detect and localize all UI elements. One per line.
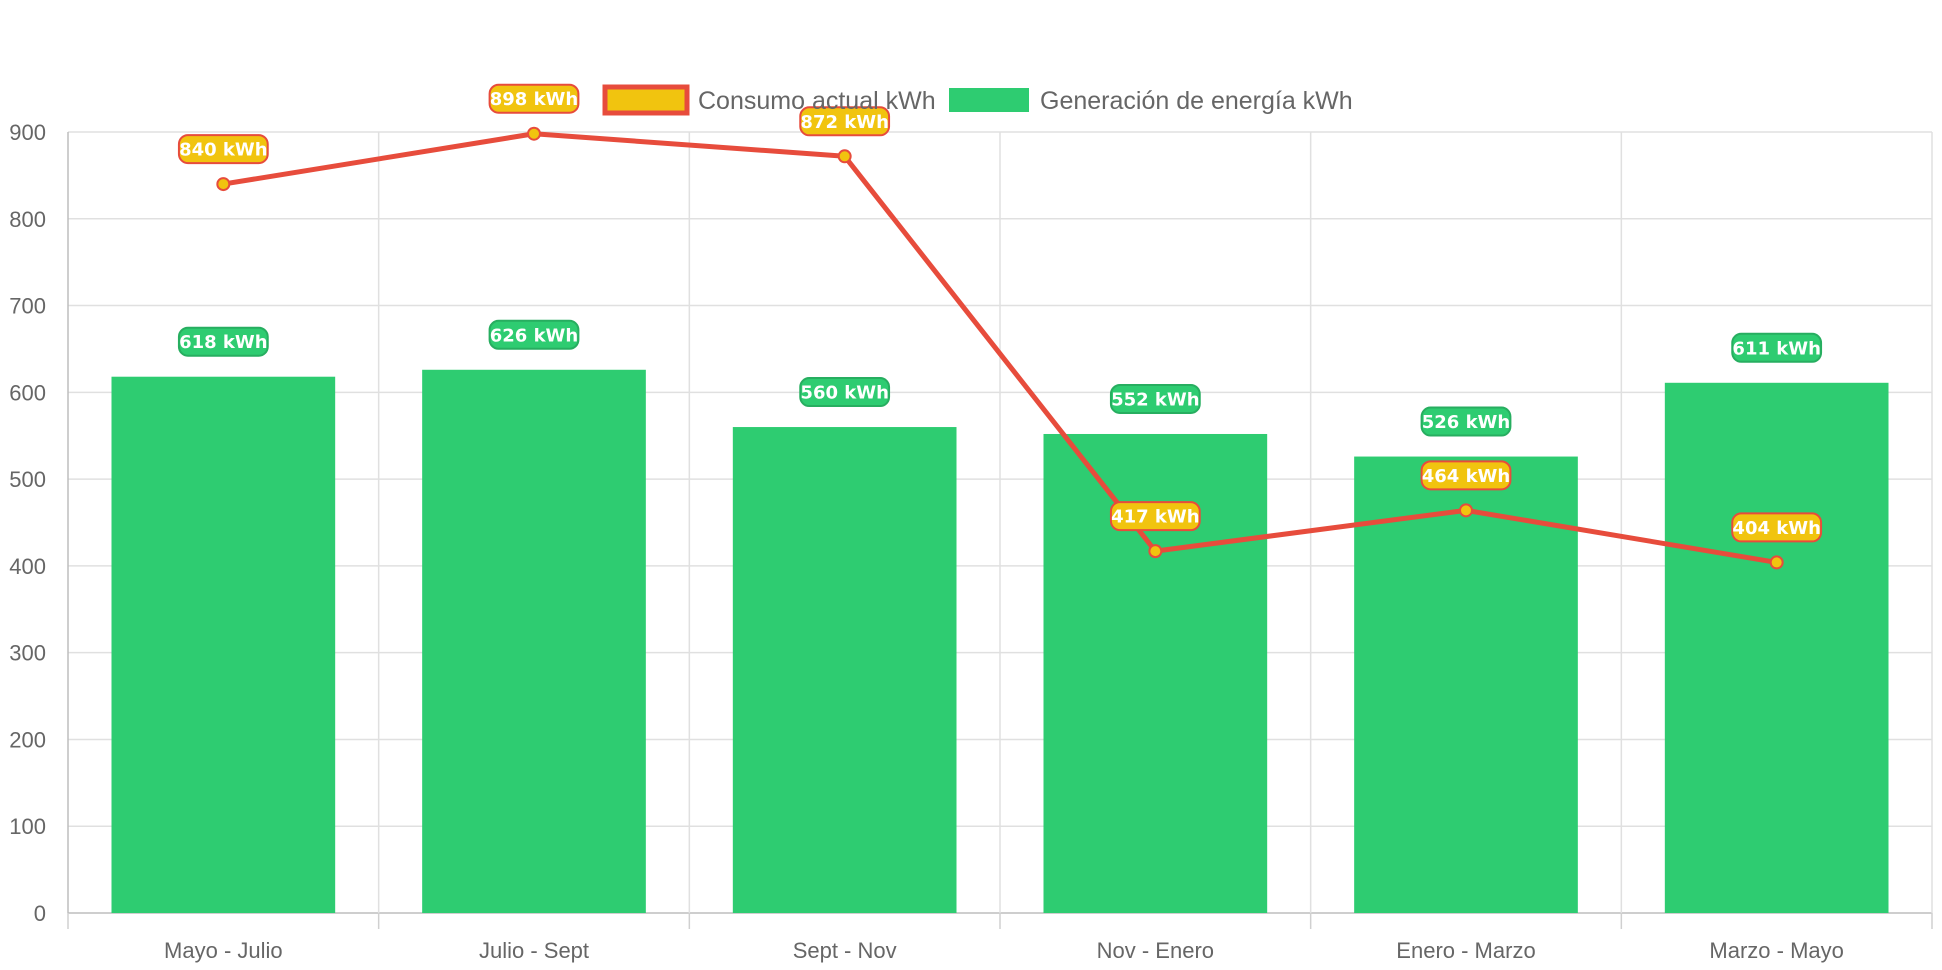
data-label-consumo-text: 417 kWh [1111,507,1199,528]
data-label-consumo-text: 464 kWh [1422,466,1510,487]
data-label-consumo: 404 kWh [1731,512,1823,543]
data-label-generacion-text: 626 kWh [490,325,578,346]
data-label-generacion-text: 526 kWh [1422,412,1510,433]
data-label-generacion: 560 kWh [799,377,891,408]
y-tick-label: 200 [9,727,46,752]
data-label-consumo-box [177,134,269,165]
data-label-consumo-text: 898 kWh [490,89,578,110]
data-label-consumo: 840 kWh [177,134,269,165]
line-consumo[interactable] [222,131,1778,565]
data-label-consumo: 417 kWh [1109,501,1201,532]
y-tick-label: 100 [9,814,46,839]
line-layer [216,126,1784,570]
y-tick-label: 900 [9,120,46,145]
legend-swatch-generacion[interactable] [949,88,1029,112]
data-label-consumo: 872 kWh [799,106,891,137]
data-label-generacion: 611 kWh [1731,332,1823,363]
data-label-consumo-text: 840 kWh [179,140,267,161]
bar-layer [111,369,1889,913]
point-consumo[interactable] [1459,503,1473,518]
legend-swatch-consumo[interactable] [602,84,690,116]
data-label-consumo-box [799,106,891,137]
data-label-generacion-text: 611 kWh [1732,338,1820,359]
legend-label-consumo[interactable]: Consumo actual kWh [698,87,936,115]
bar-generacion[interactable] [1664,382,1889,913]
y-tick-label: 300 [9,641,46,666]
x-tick-label: Marzo - Mayo [1709,938,1843,963]
data-label-consumo-box [1420,460,1512,491]
data-label-generacion-box [799,377,891,408]
point-consumo[interactable] [527,126,541,141]
point-consumo[interactable] [216,177,231,192]
bar-generacion[interactable] [422,369,646,913]
data-label-layer: 618 kWh 626 kWh 560 kWh 552 kWh 526 kWh 611 k… [177,83,1823,543]
x-tick-label: Sept - Nov [793,938,897,963]
data-label-generacion-box [1420,406,1512,437]
point-consumo[interactable] [1148,544,1163,559]
x-tick-label: Julio - Sept [479,938,589,963]
bar-generacion[interactable] [732,427,957,913]
point-consumo[interactable] [837,149,852,164]
data-label-generacion-text: 552 kWh [1111,389,1199,410]
bar-generacion[interactable] [1354,456,1578,913]
point-consumo[interactable] [1769,555,1784,570]
x-tick-label: Nov - Enero [1097,938,1214,963]
data-label-consumo-box [1109,501,1201,532]
grid-layer [67,131,1933,929]
y-tick-label: 700 [9,294,46,319]
x-tick-label: Enero - Marzo [1396,938,1535,963]
data-label-consumo: 898 kWh [488,83,580,114]
data-label-generacion: 618 kWh [177,326,269,357]
y-tick-label: 0 [34,901,46,926]
y-tick-label: 600 [9,380,46,405]
x-tick-label: Mayo - Julio [164,938,283,963]
data-label-generacion-box [488,319,580,350]
bar-generacion[interactable] [111,376,336,913]
data-label-generacion: 526 kWh [1420,406,1512,437]
data-label-generacion-box [1731,332,1823,363]
data-label-generacion-text: 618 kWh [179,332,267,353]
data-label-generacion: 626 kWh [488,319,580,350]
data-label-generacion-box [1109,383,1201,414]
data-label-consumo-box [488,83,580,114]
y-tick-label: 400 [9,554,46,579]
data-label-generacion: 552 kWh [1109,383,1201,414]
legend: Consumo actual kWh Generación de energía… [602,84,1353,116]
data-label-consumo-text: 872 kWh [800,112,888,133]
data-label-consumo-box [1731,512,1823,543]
y-tick-label: 800 [9,207,46,232]
y-tick-label: 500 [9,467,46,492]
data-label-generacion-text: 560 kWh [800,383,888,404]
data-label-consumo: 464 kWh [1420,460,1512,491]
axis-layer: 0 100 200 300 400 500 600 700 800 900 Mayo - Julio… [9,120,1844,963]
data-label-generacion-box [177,326,269,357]
legend-label-generacion[interactable]: Generación de energía kWh [1040,87,1353,115]
data-label-consumo-text: 404 kWh [1732,518,1820,539]
